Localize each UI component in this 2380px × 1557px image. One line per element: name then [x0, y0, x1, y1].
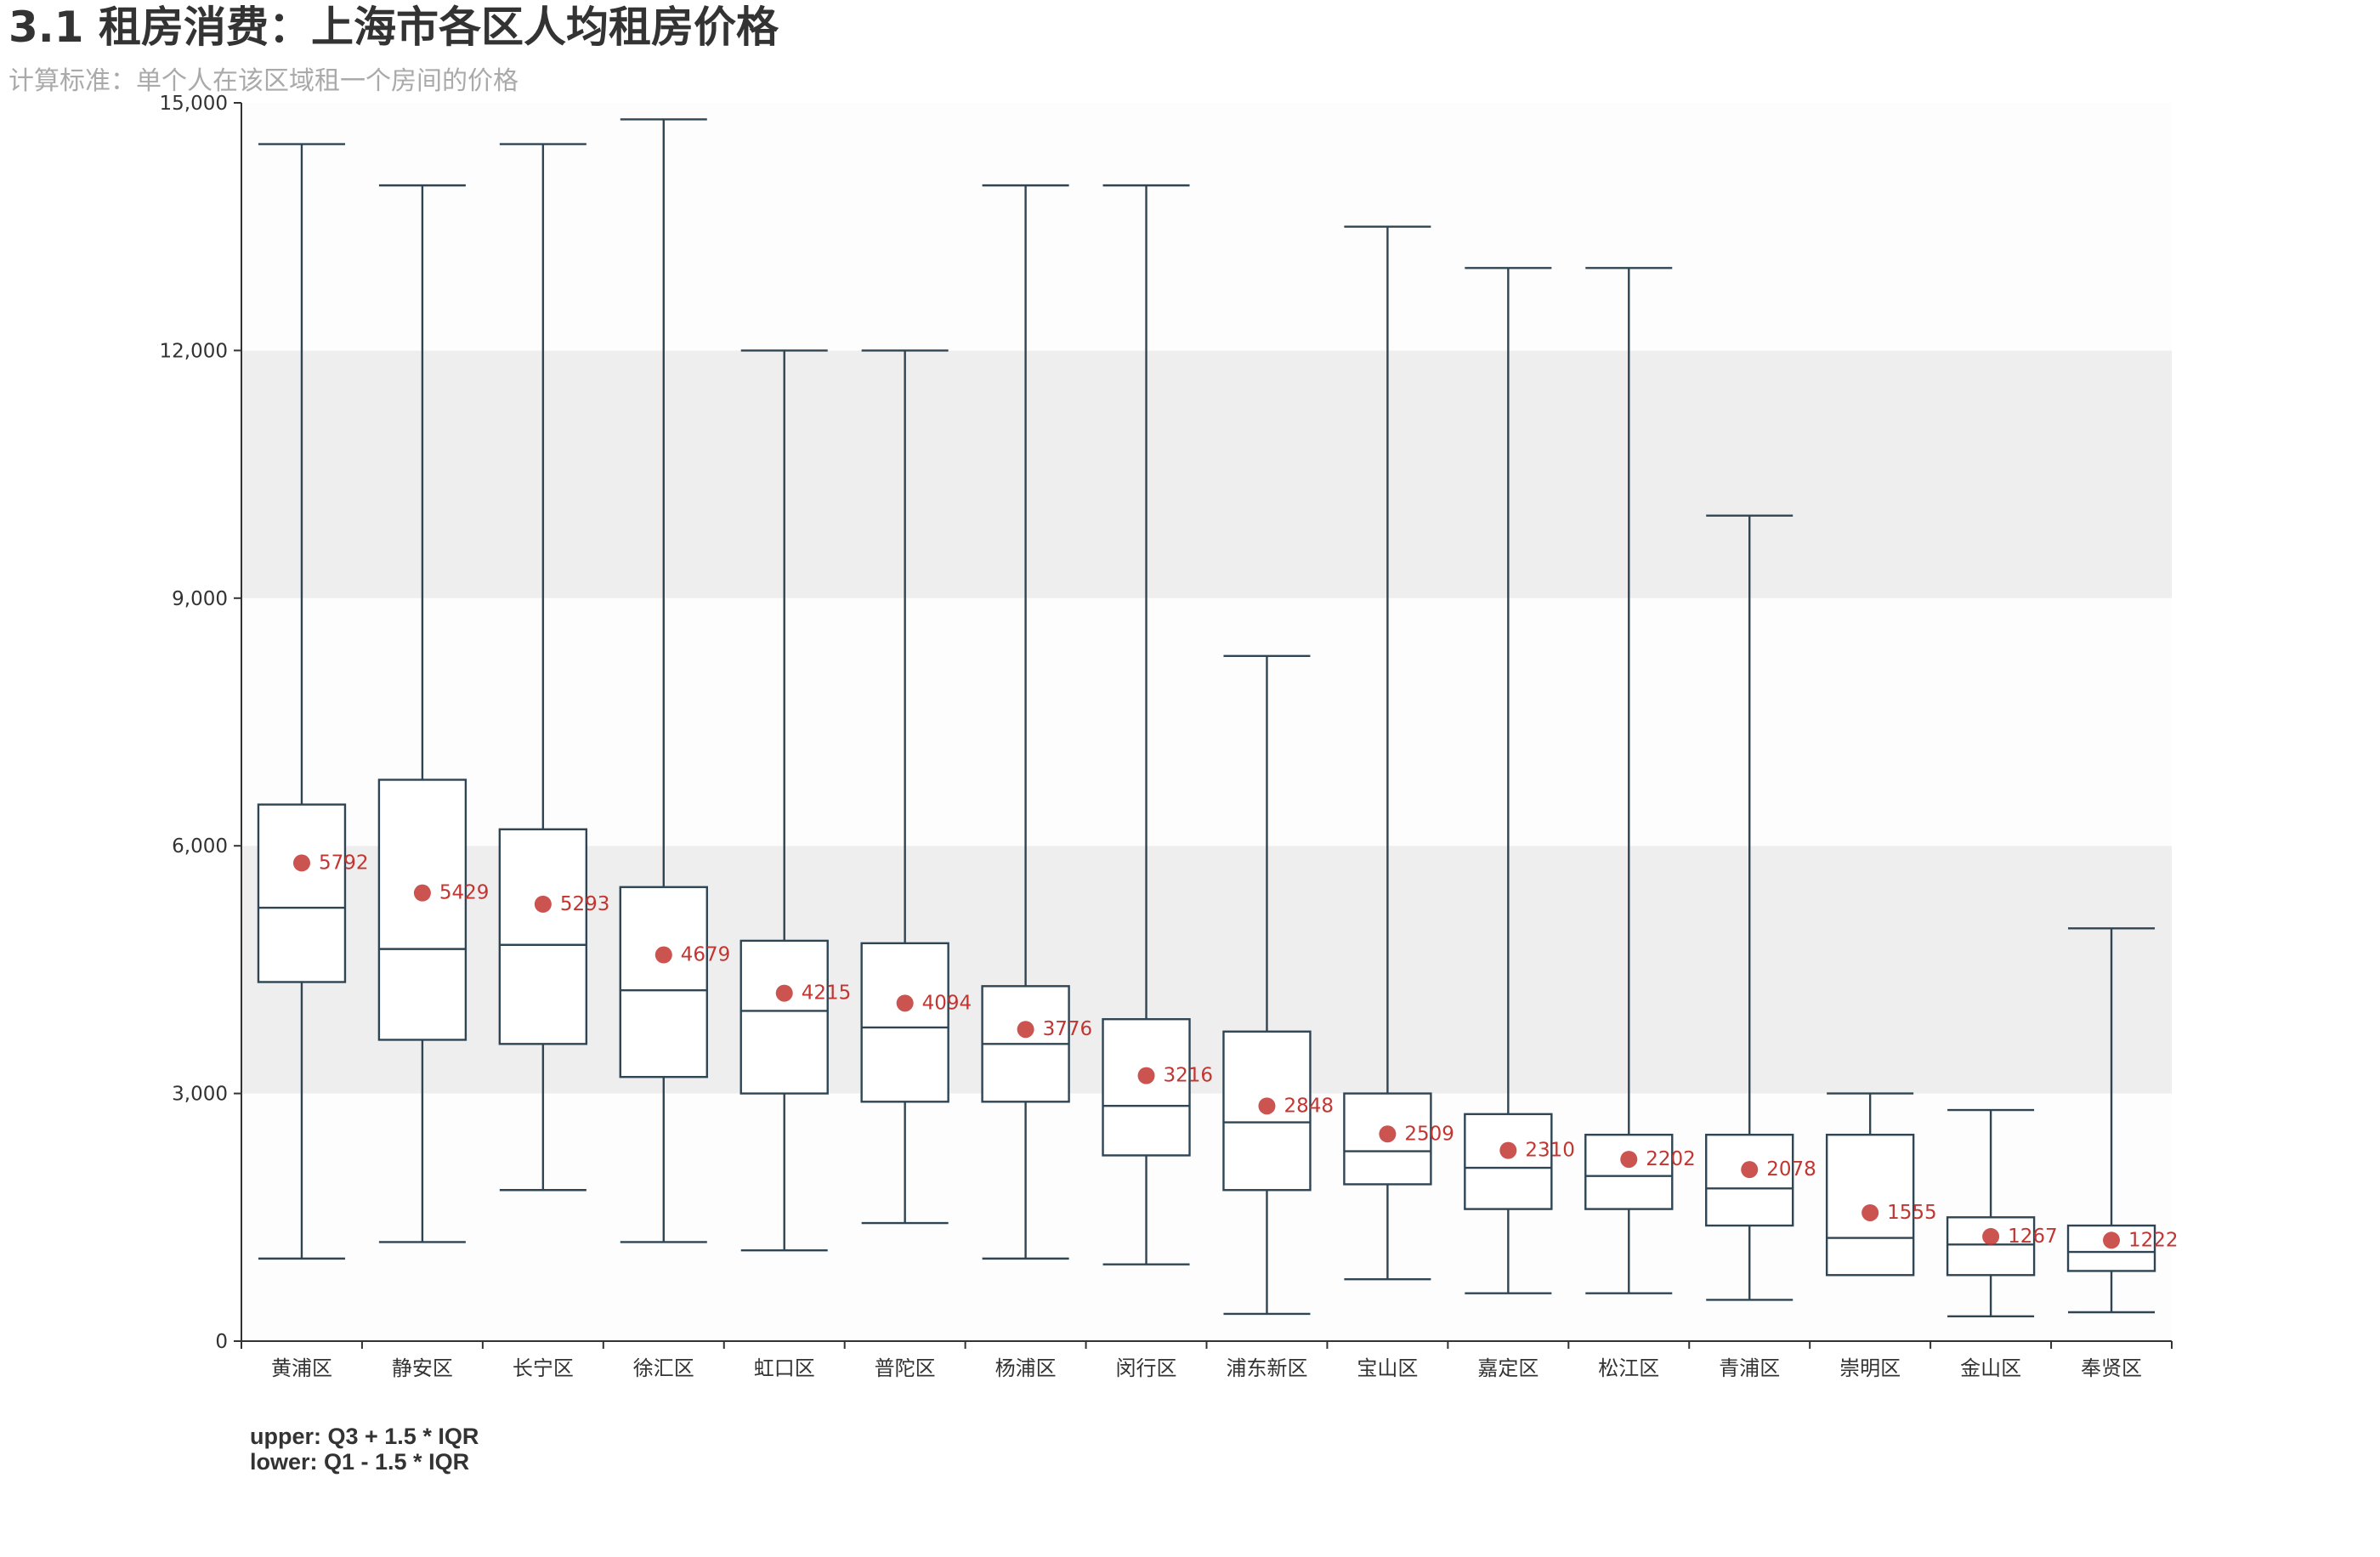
footnote-lower-formula: lower: Q1 - 1.5 * IQR: [250, 1449, 470, 1475]
x-tick-label: 宝山区: [1357, 1356, 1418, 1380]
iqr-box: [740, 939, 829, 1095]
mean-point: [896, 994, 914, 1012]
iqr-box: [619, 886, 708, 1079]
box-10: [1343, 225, 1432, 1281]
mean-point: [1379, 1125, 1397, 1143]
mean-point: [1620, 1151, 1638, 1169]
y-tick-label: 3,000: [172, 1084, 228, 1106]
mean-point: [654, 946, 672, 964]
box-9: [1222, 654, 1312, 1316]
mean-label: 3776: [1043, 1018, 1093, 1040]
box-7: [981, 184, 1070, 1260]
mean-label: 2848: [1284, 1095, 1334, 1117]
iqr-box: [1946, 1216, 2036, 1277]
iqr-box: [860, 942, 949, 1103]
iqr-box: [1825, 1133, 1915, 1277]
iqr-box: [1464, 1113, 1553, 1210]
mean-label: 5429: [439, 882, 490, 904]
x-tick-label: 杨浦区: [995, 1356, 1057, 1380]
mean-label: 4094: [922, 992, 972, 1014]
x-tick-label: 松江区: [1598, 1356, 1659, 1380]
mean-label: 1555: [1887, 1202, 1937, 1224]
y-axis: 0 3,000 6,000 9,000 12,000 15,000: [160, 93, 242, 1353]
y-tick-label: 9,000: [172, 588, 228, 610]
iqr-box: [377, 778, 468, 1041]
y-tick-label: 12,000: [160, 340, 228, 362]
box-8: [1102, 184, 1191, 1265]
mean-point: [1982, 1227, 2000, 1245]
mean-label: 3216: [1164, 1065, 1214, 1087]
iqr-box: [1705, 1133, 1794, 1227]
mean-point: [534, 895, 552, 913]
mean-point: [292, 854, 310, 872]
box-series: [257, 118, 2156, 1318]
y-tick-label: 15,000: [160, 93, 228, 115]
mean-point: [2103, 1231, 2121, 1249]
split-area-band: [241, 597, 2172, 846]
x-tick-label: 普陀区: [875, 1356, 936, 1380]
box-6: [860, 349, 949, 1225]
mean-point: [1741, 1161, 1759, 1179]
mean-point: [1499, 1141, 1517, 1159]
mean-label: 1267: [2008, 1226, 2058, 1248]
mean-point: [1017, 1021, 1034, 1039]
x-tick-label: 静安区: [392, 1356, 453, 1380]
mean-point: [413, 884, 431, 902]
mean-series: 5792 5429 5293 4679 4215 4094 3776 3216 2848 2509…: [292, 852, 2179, 1251]
x-tick-label: 黄浦区: [271, 1356, 332, 1380]
box-13: [1705, 514, 1794, 1301]
mean-point: [1137, 1067, 1155, 1084]
box-12: [1584, 267, 1674, 1294]
x-tick-label: 闵行区: [1116, 1356, 1177, 1380]
mean-point: [1258, 1097, 1276, 1115]
mean-label: 4215: [802, 982, 852, 1005]
footnote: upper: Q3 + 1.5 * IQR lower: Q1 - 1.5 * …: [250, 1424, 479, 1475]
box-11: [1464, 267, 1553, 1294]
mean-label: 2310: [1525, 1140, 1575, 1162]
x-tick-label: 浦东新区: [1226, 1356, 1307, 1380]
mean-label: 2202: [1646, 1148, 1696, 1170]
iqr-box: [1102, 1017, 1191, 1157]
page-title: 3.1 租房消费：上海市各区人均租房价格: [8, 3, 779, 52]
page-subtitle: 计算标准：单个人在该区域租一个房间的价格: [8, 66, 518, 96]
mean-label: 4679: [681, 944, 731, 966]
mean-label: 5792: [319, 852, 369, 874]
y-tick-label: 0: [215, 1331, 228, 1353]
iqr-box: [257, 803, 347, 983]
footnote-upper-formula: upper: Q3 + 1.5 * IQR: [250, 1424, 479, 1449]
iqr-box: [1584, 1133, 1674, 1210]
box-14: [1825, 1092, 1915, 1277]
x-axis: 黄浦区 静安区 长宁区 徐汇区 虹口区 普陀区 杨浦区 闵行区 浦东新区 宝山区 嘉定区 松江区 青浦区…: [241, 1340, 2173, 1380]
y-tick-label: 6,000: [172, 835, 228, 858]
x-tick-label: 奉贤区: [2081, 1356, 2142, 1380]
x-tick-label: 金山区: [1960, 1356, 2021, 1380]
mean-label: 1222: [2128, 1229, 2179, 1251]
x-tick-label: 长宁区: [513, 1356, 574, 1380]
x-tick-label: 徐汇区: [633, 1356, 694, 1380]
box-15: [1946, 1108, 2036, 1318]
split-area-band: [241, 103, 2172, 351]
box-2: [377, 184, 468, 1243]
mean-label: 2078: [1766, 1158, 1816, 1180]
x-tick-label: 嘉定区: [1477, 1356, 1538, 1380]
x-tick-label: 青浦区: [1719, 1356, 1780, 1380]
box-3: [498, 143, 588, 1192]
mean-label: 5293: [560, 893, 610, 915]
box-4: [619, 118, 708, 1243]
box-1: [257, 143, 347, 1260]
split-area-band: [241, 350, 2172, 598]
x-tick-label: 崇明区: [1839, 1356, 1901, 1380]
box-5: [740, 349, 829, 1252]
mean-label: 2509: [1404, 1123, 1454, 1145]
mean-point: [1862, 1203, 1879, 1221]
iqr-box: [498, 828, 588, 1045]
mean-point: [775, 984, 793, 1002]
x-tick-label: 虹口区: [754, 1356, 815, 1380]
